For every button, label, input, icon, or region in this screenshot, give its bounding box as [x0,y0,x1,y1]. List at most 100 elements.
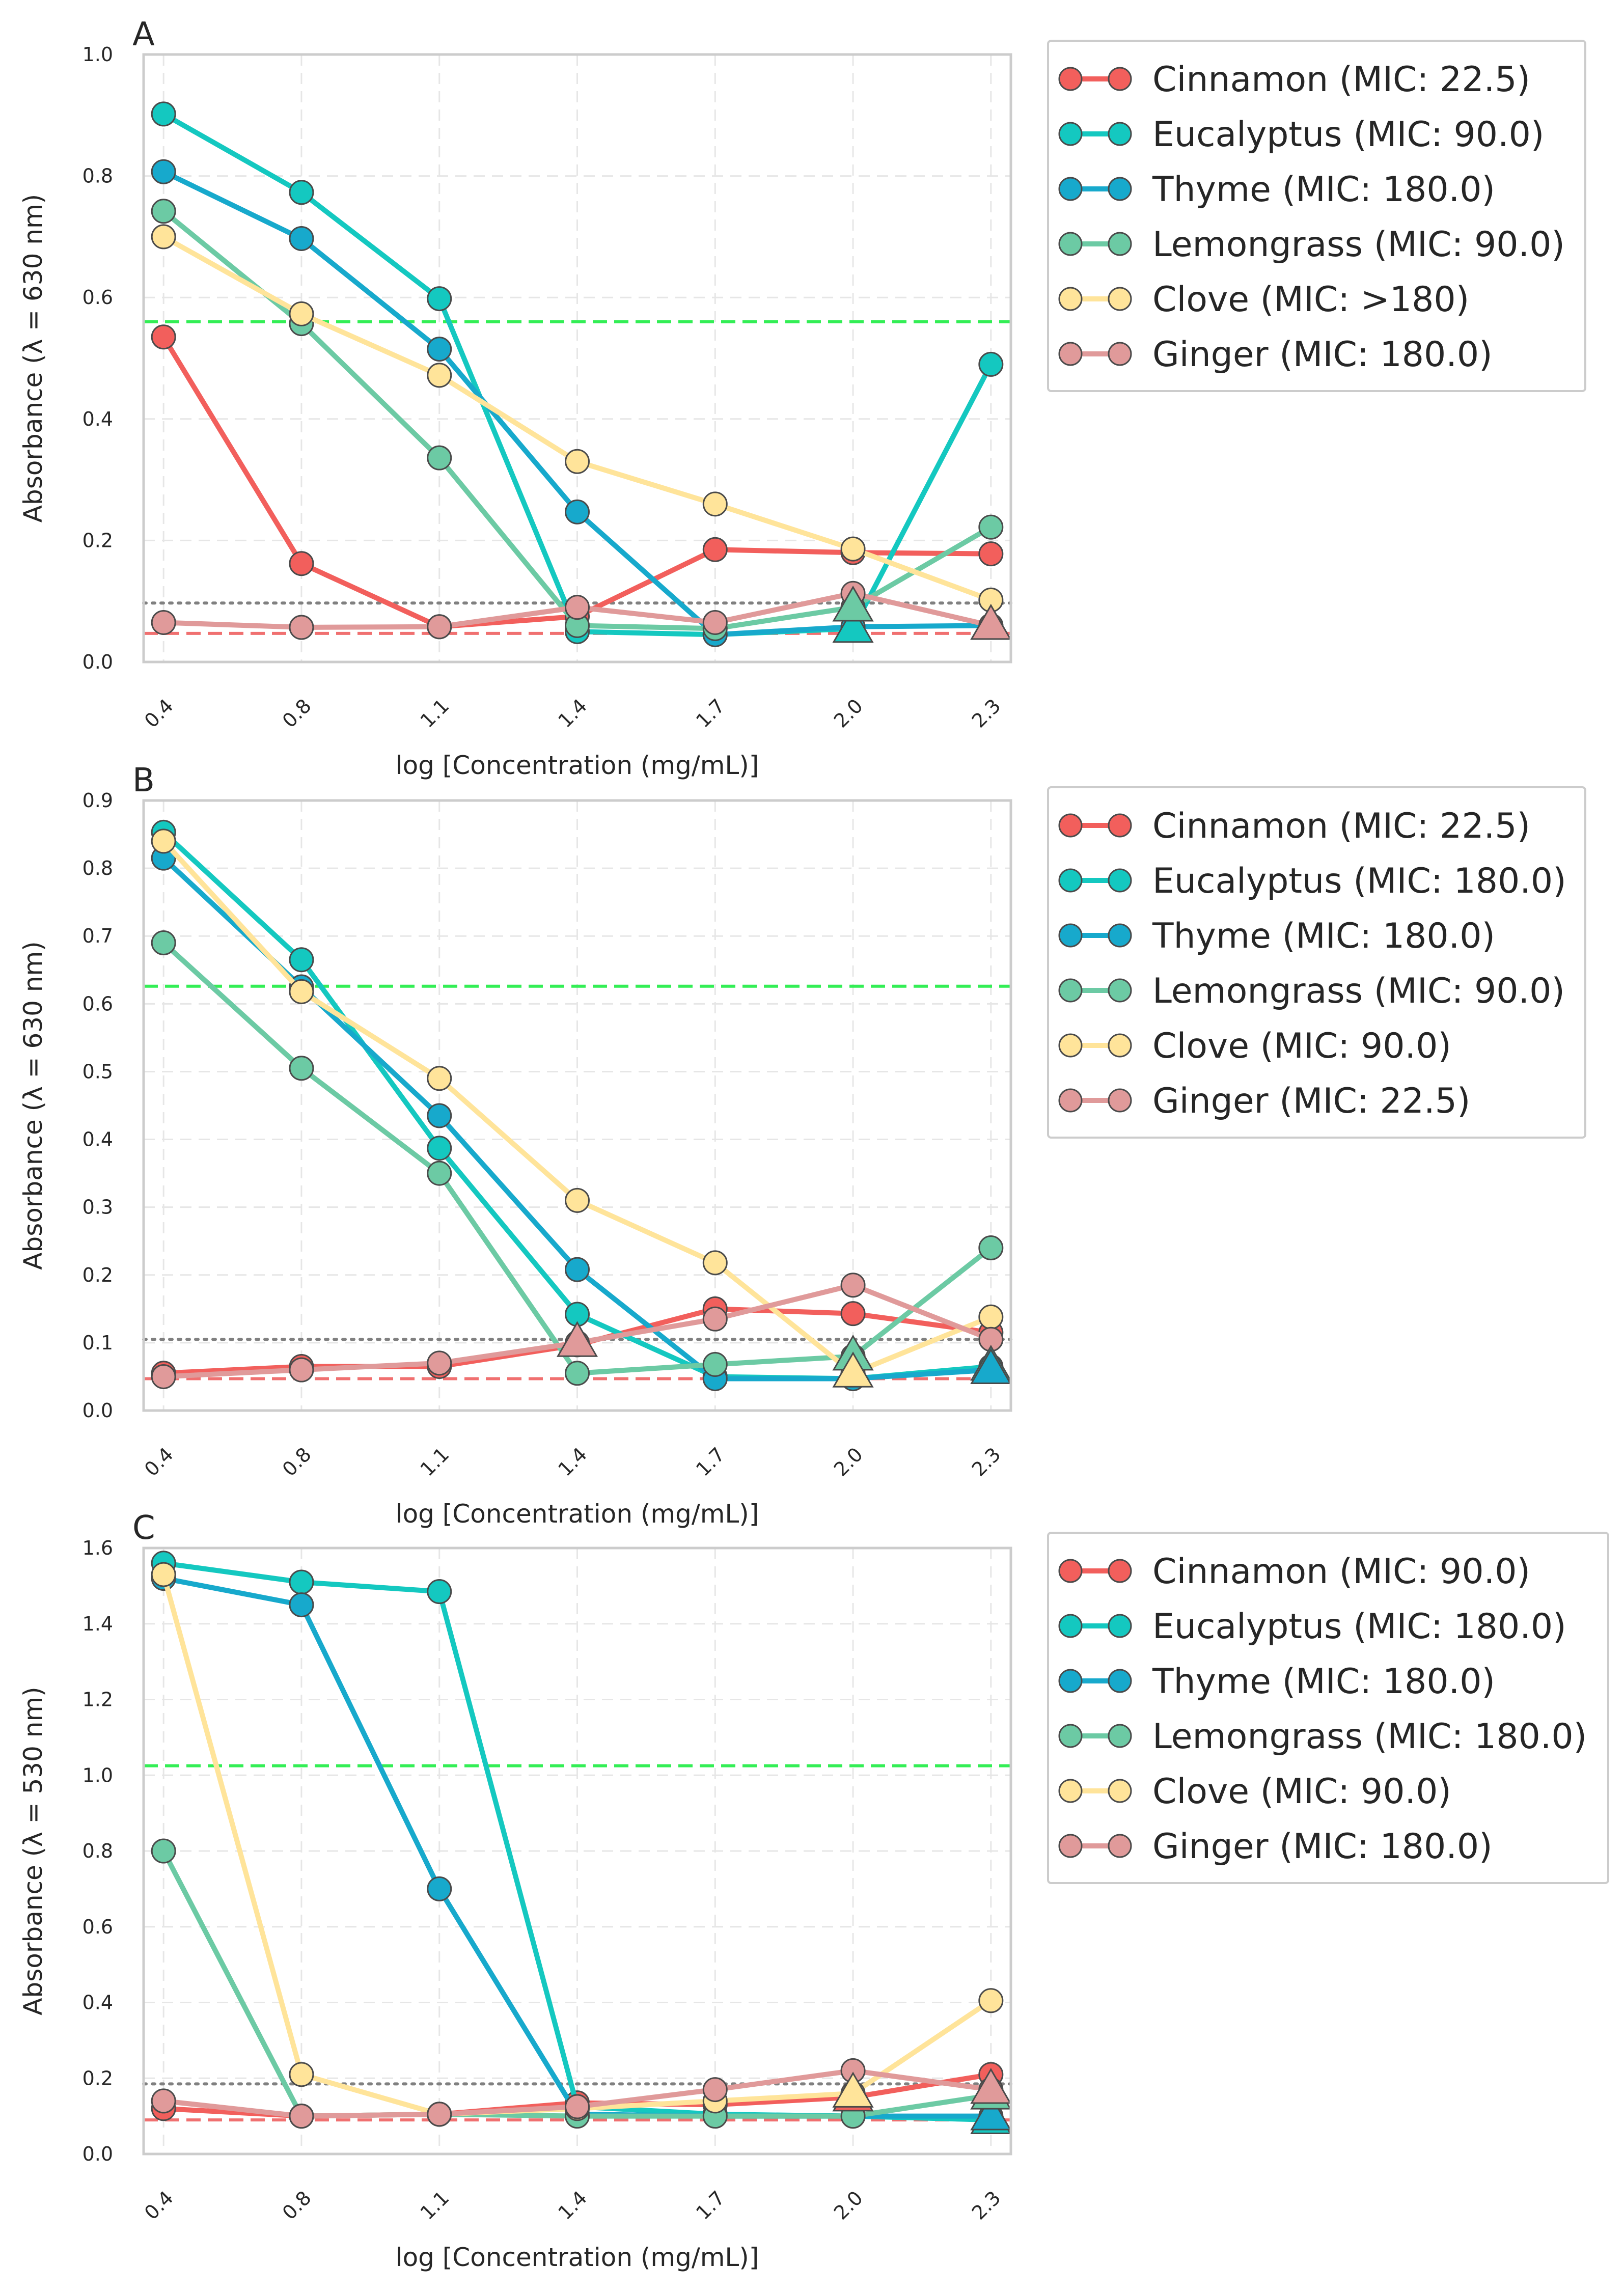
axes-frame [142,1546,1012,2156]
legend-swatch-marker [1108,67,1132,91]
panel-letter: C [132,1509,155,1547]
legend-swatch-marker [1058,122,1083,146]
data-point [702,1351,728,1377]
legend-swatch-marker [1058,232,1083,256]
legend-swatch-marker [1108,1559,1132,1583]
legend-swatch-marker [1108,868,1132,893]
data-point [702,610,728,635]
legend-entry: Ginger (MIC: 180.0) [1152,1827,1493,1867]
x-tick-label: 2.0 [830,695,867,732]
y-tick-label: 0.2 [82,1264,113,1286]
data-point [840,536,866,562]
mic-marker [970,1348,1012,1385]
legend-box [1047,40,1586,392]
axes-frame [142,799,1012,1412]
panel-letter: A [132,16,155,53]
y-tick-label: 0.0 [82,2143,113,2165]
legend-swatch-marker [1108,1669,1132,1693]
data-point [978,541,1004,567]
x-tick-label: 1.7 [692,2187,729,2224]
legend-swatch-marker [1058,1724,1083,1748]
legend-swatch-marker [1058,1779,1083,1803]
data-point [151,199,176,224]
legend-entry: Thyme (MIC: 180.0) [1152,916,1495,956]
y-tick-label: 0.6 [82,286,113,309]
legend-swatch-marker [1108,1614,1132,1638]
data-point [289,2062,314,2087]
data-point [565,1187,590,1213]
y-tick-label: 1.0 [82,43,113,66]
x-axis-label: log [Concentration (mg/mL)] [396,1499,759,1529]
legend-swatch-marker [1108,122,1132,146]
legend-box [1047,1532,1609,1884]
data-point [289,1592,314,1618]
legend-entry: Lemongrass (MIC: 90.0) [1152,225,1565,265]
data-point [427,1579,452,1605]
y-tick-label: 0.0 [82,1399,113,1422]
data-point [151,1838,176,1864]
legend-entry: Cinnamon (MIC: 22.5) [1152,806,1530,846]
legend-entry: Clove (MIC: >180) [1152,280,1469,320]
mic-marker [832,586,874,622]
legend: Cinnamon (MIC: 22.5) Eucalyptus (MIC: 90.… [1047,40,1586,392]
x-tick-label: 1.4 [554,1443,591,1481]
data-point [840,1273,866,1298]
y-tick-label: 0.9 [82,789,113,812]
legend-entry: Clove (MIC: 90.0) [1152,1026,1451,1066]
x-tick-label: 0.4 [140,2187,178,2224]
legend-swatch-marker [1108,1834,1132,1858]
y-tick-label: 0.1 [82,1332,113,1354]
legend-swatch-marker [1058,287,1083,311]
x-tick-label: 0.8 [278,2187,316,2224]
data-point [427,1066,452,1091]
data-point [978,1235,1004,1261]
data-point [151,610,176,635]
y-tick-label: 0.6 [82,1916,113,1938]
data-point [151,101,176,127]
data-point [978,1988,1004,2013]
legend-swatch-marker [1058,978,1083,1003]
series-5 [151,2058,1004,2129]
data-point [289,1357,314,1383]
y-tick-label: 0.8 [82,857,113,879]
data-point [151,828,176,854]
data-point [565,449,590,474]
mic-marker [970,603,1012,640]
legend-entry: Lemongrass (MIC: 180.0) [1152,1717,1587,1757]
y-axis-label: Absorbance (λ = 630 nm) [18,941,48,1269]
data-point [702,1250,728,1276]
data-point [427,2102,452,2127]
legend-entry: Thyme (MIC: 180.0) [1152,1662,1495,1702]
data-point [978,1304,1004,1330]
legend-entry: Cinnamon (MIC: 22.5) [1152,60,1530,100]
data-point [289,1056,314,1081]
legend-swatch-marker [1108,177,1132,201]
data-point [427,286,452,312]
legend-swatch-marker [1058,67,1083,91]
data-point [289,180,314,205]
y-axis-label: Absorbance (λ = 530 nm) [18,1687,48,2015]
data-point [565,595,590,620]
legend-swatch-marker [1108,1033,1132,1058]
y-tick-label: 0.4 [82,408,113,430]
legend-entry: Ginger (MIC: 180.0) [1152,335,1493,375]
x-axis-label: log [Concentration (mg/mL)] [396,751,759,780]
legend-box [1047,786,1586,1139]
data-point [427,1350,452,1376]
data-point [289,1569,314,1595]
x-axis-label: log [Concentration (mg/mL)] [396,2243,759,2272]
data-point [427,1876,452,1901]
data-point [289,615,314,640]
data-point [427,337,452,362]
data-point [151,224,176,250]
data-point [565,499,590,524]
mic-marker [970,2067,1012,2104]
axes-frame [142,53,1012,664]
y-tick-label: 0.5 [82,1060,113,1083]
legend-swatch-marker [1058,342,1083,366]
x-tick-label: 1.1 [416,695,454,732]
data-point [151,1562,176,1587]
x-tick-label: 0.8 [278,695,316,732]
x-tick-label: 0.4 [140,1443,178,1481]
data-point [978,514,1004,540]
